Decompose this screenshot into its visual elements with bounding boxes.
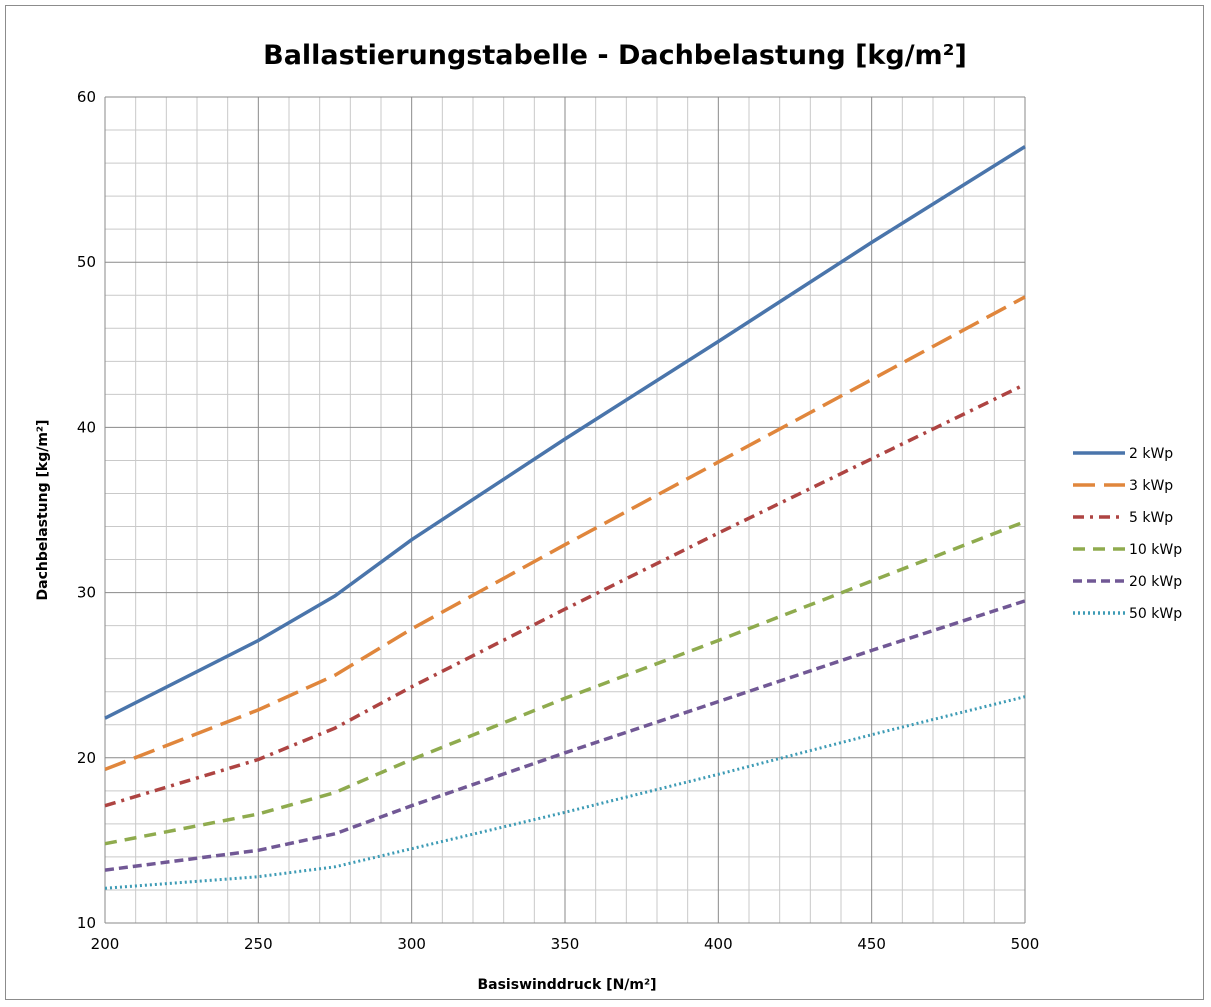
legend-label-3: 10 kWp xyxy=(1129,542,1182,558)
series-line-5 xyxy=(104,695,1026,890)
y-tick-labels: 10 20 30 40 50 60 xyxy=(77,88,96,932)
series-line-0 xyxy=(104,145,1026,720)
series-lines xyxy=(104,145,1026,890)
series-line-2 xyxy=(104,382,1026,808)
y-tick-label: 20 xyxy=(77,749,96,767)
x-tick-label: 450 xyxy=(857,935,886,953)
x-tick-label: 500 xyxy=(1011,935,1040,953)
legend: 2 kWp 3 kWp 5 kWp 10 kWp 20 kWp 50 kWp xyxy=(1073,446,1182,622)
x-tick-label: 400 xyxy=(704,935,733,953)
y-axis-title: Dachbelastung [kg/m²] xyxy=(35,420,51,601)
legend-label-1: 3 kWp xyxy=(1129,478,1173,494)
x-axis-title: Basiswinddruck [N/m²] xyxy=(477,977,656,993)
x-tick-label: 200 xyxy=(91,935,120,953)
legend-label-5: 50 kWp xyxy=(1129,606,1182,622)
chart-canvas: Ballastierungstabelle - Dachbelastung [k… xyxy=(35,40,1182,993)
chart-frame: Ballastierungstabelle - Dachbelastung [k… xyxy=(5,5,1204,1000)
x-tick-label: 350 xyxy=(551,935,580,953)
y-tick-label: 50 xyxy=(77,253,96,271)
legend-label-0: 2 kWp xyxy=(1129,446,1173,462)
legend-label-2: 5 kWp xyxy=(1129,510,1173,526)
series-line-3 xyxy=(104,519,1026,846)
x-tick-labels: 200 250 300 350 400 450 500 xyxy=(91,935,1040,953)
y-tick-label: 60 xyxy=(77,88,96,106)
grid-major xyxy=(104,96,1026,924)
series-line-4 xyxy=(104,599,1026,872)
x-tick-label: 300 xyxy=(397,935,426,953)
y-tick-label: 40 xyxy=(77,418,96,436)
x-tick-label: 250 xyxy=(244,935,273,953)
y-tick-label: 30 xyxy=(77,584,96,602)
y-tick-label: 10 xyxy=(77,914,96,932)
chart-title: Ballastierungstabelle - Dachbelastung [k… xyxy=(263,40,967,71)
legend-label-4: 20 kWp xyxy=(1129,574,1182,590)
